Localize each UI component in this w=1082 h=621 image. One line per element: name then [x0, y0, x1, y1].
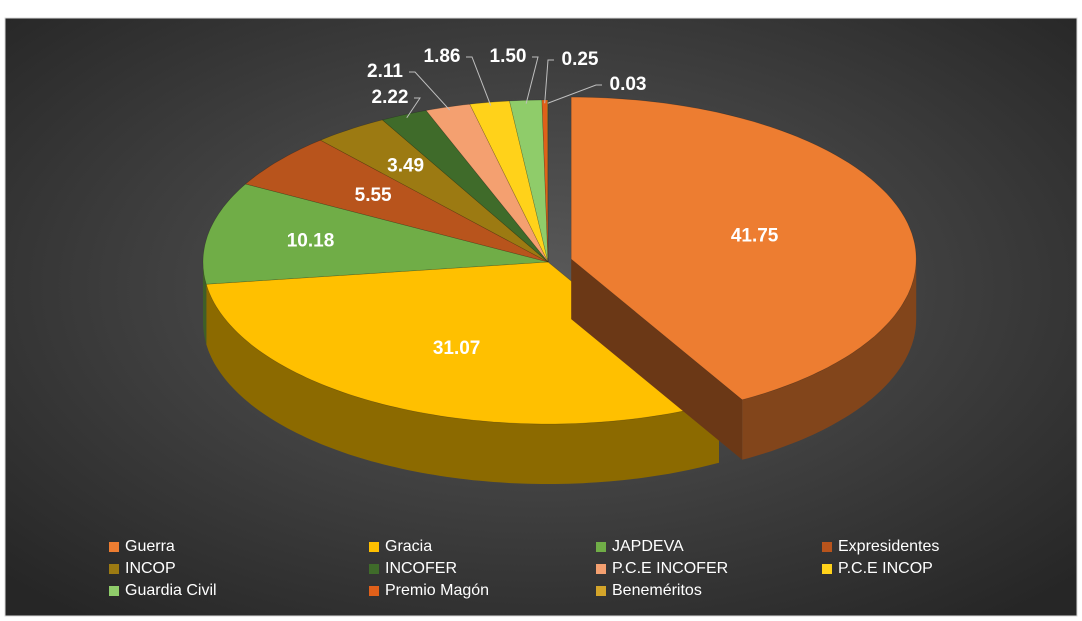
- legend-swatch: [369, 542, 379, 552]
- legend-label: INCOFER: [385, 560, 457, 577]
- legend-label: Expresidentes: [838, 538, 939, 555]
- legend-swatch: [596, 564, 606, 574]
- slice: [319, 119, 549, 263]
- legend-swatch: [109, 542, 119, 552]
- legend-swatch: [596, 542, 606, 552]
- slice-side: [203, 262, 207, 345]
- legend-label: Beneméritos: [612, 582, 702, 599]
- legend-label: Premio Magón: [385, 582, 489, 599]
- legend-label: P.C.E INCOFER: [612, 560, 728, 577]
- legend-swatch: [109, 564, 119, 574]
- slice: [546, 99, 549, 263]
- data-label: 1.86: [424, 46, 461, 67]
- leader-line: [544, 59, 554, 104]
- data-label: 10.18: [287, 230, 335, 251]
- legend-label: Guardia Civil: [125, 582, 217, 599]
- slice-wall: [571, 259, 743, 460]
- data-label: 0.25: [562, 49, 599, 70]
- leader-line: [406, 97, 421, 119]
- data-label: 2.22: [372, 87, 409, 108]
- leader-line: [409, 71, 451, 111]
- slice: [509, 99, 549, 263]
- slice: [570, 96, 917, 401]
- legend-label: P.C.E INCOP: [838, 560, 933, 577]
- slice: [425, 103, 549, 263]
- legend-swatch: [822, 542, 832, 552]
- slice-side: [742, 259, 917, 460]
- data-label: 0.03: [610, 74, 647, 95]
- pie: [202, 96, 917, 484]
- data-label: 41.75: [731, 225, 779, 246]
- data-label: 31.07: [433, 338, 481, 359]
- data-label: 1.50: [490, 46, 527, 67]
- data-label: 5.55: [355, 185, 392, 206]
- slice-side: [206, 284, 720, 484]
- data-labels: 41.75 31.07 10.18 5.55 3.49 2.22 2.11 1.86 1.50 0…: [287, 46, 779, 359]
- legend-swatch: [596, 586, 606, 596]
- legend-swatch: [369, 586, 379, 596]
- leader-line: [525, 56, 539, 104]
- legend-swatch: [369, 564, 379, 574]
- slice: [244, 139, 549, 263]
- slice: [202, 183, 549, 285]
- legend-label: Gracia: [385, 538, 432, 555]
- leader-line: [547, 84, 602, 104]
- legend-swatch: [109, 586, 119, 596]
- legend: Guerra Gracia JAPDEVA Expresidentes INCOP INC…: [109, 538, 939, 599]
- leader-line: [466, 56, 492, 106]
- slice: [381, 110, 549, 263]
- data-label: 2.11: [367, 61, 403, 82]
- legend-swatch: [822, 564, 832, 574]
- data-label: 3.49: [387, 155, 424, 176]
- legend-label: Guerra: [125, 538, 175, 555]
- legend-label: INCOP: [125, 560, 176, 577]
- legend-label: JAPDEVA: [612, 538, 684, 555]
